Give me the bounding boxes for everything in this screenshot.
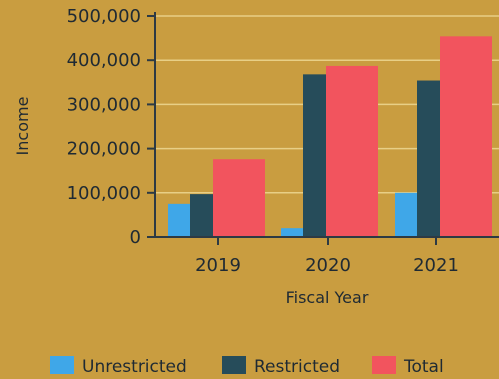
- x-tick-label: 2019: [195, 255, 241, 276]
- y-tick-label: 0: [130, 227, 141, 248]
- legend-swatch-unrestricted: [50, 356, 74, 374]
- y-tick-label: 500,000: [67, 6, 141, 27]
- legend-swatch-total: [372, 356, 396, 374]
- bar-unrestricted-2021: [395, 192, 417, 237]
- x-tick-labels: 2019 2020 2021: [195, 237, 459, 276]
- bar-unrestricted-2019: [168, 203, 190, 237]
- y-tick-labels: 0 100,000 200,000 300,000 400,000 500,000: [67, 6, 155, 248]
- x-tick-label: 2020: [305, 255, 351, 276]
- bar-restricted-2021: [417, 80, 440, 237]
- y-tick-label: 100,000: [67, 183, 141, 204]
- bar-total-2019: [213, 159, 265, 237]
- bar-unrestricted-2020: [281, 228, 303, 237]
- bar-total-2021: [440, 36, 492, 237]
- legend: Unrestricted Restricted Total: [50, 356, 444, 377]
- legend-label-unrestricted: Unrestricted: [82, 357, 187, 377]
- bar-restricted-2020: [303, 74, 326, 238]
- y-tick-label: 400,000: [67, 50, 141, 71]
- legend-swatch-restricted: [222, 356, 246, 374]
- bar-total-2020: [326, 65, 378, 237]
- legend-label-restricted: Restricted: [254, 357, 340, 377]
- y-axis-title: Income: [13, 97, 32, 156]
- bars: [168, 36, 492, 238]
- y-tick-label: 200,000: [67, 139, 141, 160]
- x-axis-title: Fiscal Year: [286, 288, 369, 307]
- bar-restricted-2019: [190, 194, 213, 237]
- legend-label-total: Total: [403, 357, 444, 377]
- y-tick-label: 300,000: [67, 94, 141, 115]
- x-tick-label: 2021: [413, 255, 459, 276]
